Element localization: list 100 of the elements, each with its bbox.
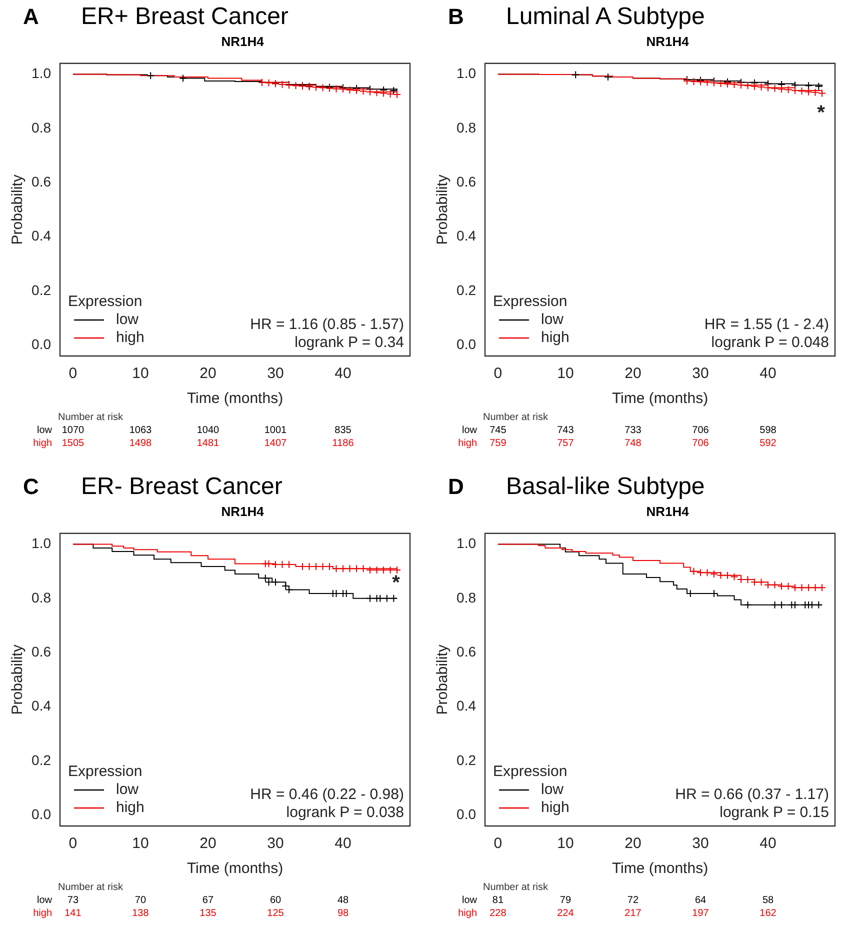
x-tick-label: 0 — [68, 365, 78, 382]
x-tick-label: 10 — [557, 365, 574, 382]
text: 1481 — [196, 438, 220, 449]
text: 706 — [692, 425, 709, 436]
text: 835 — [334, 425, 352, 436]
chart-subtitle: NR1H4 — [645, 34, 690, 51]
category-label: high — [33, 438, 52, 449]
text: 745 — [490, 425, 506, 436]
text: 733 — [624, 425, 642, 436]
text: 1505 — [62, 438, 84, 449]
annotation: logrank P = 0.34 — [294, 334, 404, 352]
text: 224 — [557, 908, 574, 919]
text: 706 — [692, 438, 709, 449]
x-tick-label: 30 — [692, 365, 709, 382]
category-label: low — [36, 895, 52, 906]
y-tick-label: 0.0 — [456, 806, 476, 822]
annotation: * — [392, 572, 400, 594]
annotation: logrank P = 0.15 — [720, 804, 829, 822]
y-tick-label: 0.2 — [32, 282, 52, 298]
y-axis-title: Probability — [9, 644, 26, 715]
y-tick-label: 1.0 — [456, 65, 476, 82]
annotation: HR = 1.55 (1 - 2.4) — [704, 316, 829, 334]
legend-label: low — [116, 311, 139, 328]
text: 228 — [490, 908, 506, 919]
text: D — [448, 474, 465, 500]
text: 135 — [200, 908, 216, 919]
text: 64 — [694, 895, 706, 906]
legend-title: Expression — [68, 293, 142, 310]
y-tick-label: 0.8 — [456, 589, 476, 606]
chart-subtitle: NR1H4 — [220, 34, 265, 51]
y-tick-label: 0.6 — [456, 173, 476, 190]
x-axis-title: Time (months) — [612, 860, 708, 878]
legend-label: high — [541, 329, 570, 346]
annotation: HR = 1.16 (0.85 - 1.57) — [250, 316, 404, 334]
text: 73 — [67, 895, 79, 906]
x-tick-label: 30 — [692, 835, 709, 852]
category-label: high — [458, 908, 477, 919]
category-label: high — [33, 908, 52, 919]
y-tick-label: 0.2 — [32, 752, 52, 768]
x-tick-label: 40 — [760, 365, 776, 382]
text: 125 — [267, 908, 284, 919]
text: 48 — [337, 895, 349, 906]
y-tick-label: 1.0 — [32, 65, 52, 82]
chart-title: ER- Breast Cancer — [81, 473, 282, 501]
legend-label: high — [116, 799, 144, 816]
text: 748 — [624, 438, 642, 449]
y-tick-label: 0.4 — [32, 698, 52, 714]
category-label: low — [462, 895, 477, 906]
y-tick-label: 0.6 — [32, 643, 52, 660]
x-tick-label: 20 — [624, 835, 642, 852]
y-tick-label: 0.4 — [456, 228, 476, 244]
legend-label: high — [116, 329, 144, 346]
y-tick-label: 0.2 — [456, 752, 476, 768]
chart-subtitle: NR1H4 — [645, 504, 690, 521]
y-axis-title: Probability — [434, 644, 452, 715]
text: 141 — [64, 908, 82, 919]
x-tick-label: 10 — [132, 835, 149, 852]
x-tick-label: 20 — [624, 365, 642, 382]
text: 598 — [760, 425, 776, 436]
text: 81 — [492, 895, 504, 906]
y-axis-title: Probability — [434, 174, 452, 245]
y-tick-label: 1.0 — [32, 535, 52, 552]
annotation: logrank P = 0.048 — [711, 334, 829, 352]
chart-title: Basal-like Subtype — [506, 473, 705, 501]
text: 79 — [560, 895, 572, 906]
y-tick-label: 1.0 — [456, 535, 476, 552]
legend-label: low — [541, 311, 564, 328]
text: C — [23, 474, 40, 500]
chart-subtitle: NR1H4 — [220, 504, 265, 521]
text: 1001 — [264, 425, 287, 436]
text: 98 — [337, 908, 349, 919]
category-label: low — [36, 425, 52, 436]
x-tick-label: 0 — [494, 835, 502, 852]
text: Number at risk — [58, 412, 124, 423]
text: 1070 — [62, 425, 84, 436]
text: 60 — [270, 895, 282, 906]
y-tick-label: 0.0 — [32, 336, 52, 352]
y-tick-label: 0.8 — [32, 589, 52, 606]
text: 197 — [692, 908, 709, 919]
x-axis-title: Time (months) — [612, 390, 708, 408]
text: 1498 — [129, 438, 152, 449]
legend-label: low — [541, 781, 564, 798]
text: 1407 — [264, 438, 287, 449]
category-label: high — [458, 438, 477, 449]
y-tick-label: 0.8 — [456, 119, 476, 136]
x-axis-title: Time (months) — [186, 390, 284, 408]
category-label: low — [462, 425, 477, 436]
y-tick-label: 0.6 — [456, 643, 476, 660]
y-tick-label: 0.2 — [456, 282, 476, 298]
text: 162 — [760, 908, 776, 919]
x-tick-label: 30 — [267, 835, 284, 852]
x-tick-label: 10 — [132, 365, 149, 382]
text: 1040 — [196, 425, 220, 436]
y-tick-label: 0.6 — [32, 173, 52, 190]
chart-title: Luminal A Subtype — [506, 3, 705, 31]
text: 759 — [490, 438, 506, 449]
x-tick-label: 40 — [334, 365, 352, 382]
legend-title: Expression — [493, 293, 568, 310]
y-tick-label: 0.0 — [456, 336, 476, 352]
x-tick-label: 20 — [200, 365, 216, 382]
